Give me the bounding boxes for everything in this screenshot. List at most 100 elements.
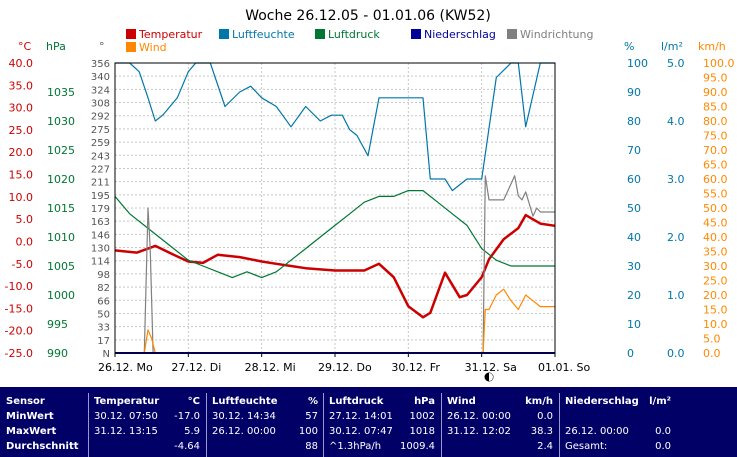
direction-tick-label: 211 (91, 178, 110, 189)
series-lines (114, 62, 556, 354)
chart-title: Woche 26.12.05 - 01.01.06 (KW52) (245, 8, 491, 24)
right-axes-ticks: 10090807060504030201005.04.03.02.01.00.0… (627, 57, 735, 360)
legend-label: Luftdruck (328, 28, 380, 41)
legend-swatch (126, 29, 136, 39)
direction-tick-label: 243 (91, 151, 110, 162)
temperature-tick-label: -15.0 (5, 302, 33, 315)
direction-tick-label: 130 (91, 244, 110, 255)
stats-cell: 1018 (409, 426, 435, 437)
stats-cell: -4.64 (174, 441, 200, 452)
stats-cell: 1002 (409, 411, 435, 422)
wind-tick-label: 65.0 (703, 159, 728, 172)
x-tick-label: 28.12. Mi (245, 361, 296, 374)
humidity-tick-label: 100 (627, 57, 648, 70)
direction-tick-label: 324 (91, 85, 110, 96)
direction-tick-label: 66 (97, 296, 110, 307)
legend-label: Wind (139, 41, 167, 54)
humidity-tick-label: 80 (627, 115, 641, 128)
temperature-tick-label: 0.0 (16, 235, 34, 248)
wind-tick-label: 0.0 (703, 347, 721, 360)
direction-tick-label: 227 (91, 164, 110, 175)
direction-tick-label: 146 (91, 230, 110, 241)
wind-tick-label: 40.0 (703, 231, 728, 244)
legend-label: Luftfeuchte (232, 28, 295, 41)
stats-header-rain: Niederschlag (565, 396, 639, 407)
humidity-tick-label: 10 (627, 318, 641, 331)
temperature-tick-label: 15.0 (9, 169, 34, 182)
temperature-tick-label: 30.0 (9, 102, 34, 115)
stats-cell: 1009.4 (400, 441, 435, 452)
moon-phase-marker-half (489, 373, 493, 381)
pressure-tick-label: 990 (47, 347, 68, 360)
direction-tick-label: 259 (91, 138, 110, 149)
pressure-tick-label: 1005 (47, 260, 75, 273)
stats-cell: 26.12. 00:00 (212, 426, 276, 437)
humidity-tick-label: 50 (627, 202, 641, 215)
wind-tick-label: 85.0 (703, 101, 728, 114)
rain-tick-label: 4.0 (667, 115, 685, 128)
direction-tick-label: 308 (91, 99, 110, 110)
x-tick-label: 01.01. So (538, 361, 590, 374)
temperature-unit: °C (18, 40, 32, 53)
stats-cell: 31.12. 12:02 (447, 426, 511, 437)
rain-tick-label: 0.0 (667, 347, 685, 360)
wind-tick-label: 5.0 (703, 333, 721, 346)
pressure-tick-label: 1020 (47, 173, 75, 186)
stats-header-wind-unit: km/h (525, 396, 553, 407)
direction-tick-label: 98 (97, 270, 110, 281)
temperature-tick-label: 5.0 (16, 213, 34, 226)
stats-header-wind: Wind (447, 396, 476, 407)
legend-label: Windrichtung (520, 28, 593, 41)
humidity-tick-label: 0 (627, 347, 634, 360)
stats-cell: -17.0 (174, 411, 200, 422)
series-line-windrichtung (143, 175, 555, 354)
pressure-tick-label: 1015 (47, 202, 75, 215)
wind-tick-label: 45.0 (703, 217, 728, 230)
stats-row-label: MaxWert (6, 426, 57, 437)
humidity-tick-label: 40 (627, 231, 641, 244)
stats-cell: ^1.3hPa/h (329, 441, 382, 452)
direction-tick-label: 195 (91, 191, 110, 202)
series-line-wind (143, 288, 555, 354)
stats-header-temperature-unit: °C (187, 396, 200, 407)
series-line-luftfeuchte (115, 62, 555, 192)
markers (484, 372, 494, 382)
stats-cell: 5.9 (184, 426, 200, 437)
x-tick-label: 30.12. Fr (391, 361, 440, 374)
stats-row-label: MinWert (6, 411, 54, 422)
rain-tick-label: 5.0 (667, 57, 685, 70)
legend-swatch (411, 29, 421, 39)
stats-cell: 0.0 (537, 411, 553, 422)
stats-cell: 2.4 (537, 441, 553, 452)
stats-cell: 88 (305, 441, 318, 452)
legend: Temperatur Luftfeuchte Luftdruck Niederschl… (126, 28, 593, 54)
temperature-tick-label: -20.0 (5, 325, 33, 338)
pressure-tick-label: 1035 (47, 86, 75, 99)
plot-frame (114, 62, 556, 354)
pressure-tick-label: 1025 (47, 144, 75, 157)
x-axis-ticks: 26.12. Mo 27.12. Di 28.12. Mi 29.12. Do 30.1… (98, 353, 590, 374)
stats-cell: 0.0 (655, 426, 671, 437)
humidity-tick-label: 90 (627, 86, 641, 99)
pressure-tick-label: 995 (47, 318, 68, 331)
legend-swatch (219, 29, 229, 39)
temperature-tick-label: -10.0 (5, 280, 33, 293)
temperature-tick-label: -5.0 (12, 258, 33, 271)
wind-tick-label: 70.0 (703, 144, 728, 157)
rain-unit: l/m² (661, 40, 683, 53)
pressure-tick-label: 1010 (47, 231, 75, 244)
direction-tick-label: 82 (97, 283, 110, 294)
wind-tick-label: 15.0 (703, 304, 728, 317)
wind-tick-label: 75.0 (703, 130, 728, 143)
direction-tick-label: 163 (91, 217, 110, 228)
stats-header-sensor: Sensor (6, 396, 45, 407)
legend-swatch (315, 29, 325, 39)
temperature-tick-label: 10.0 (9, 191, 34, 204)
direction-tick-label: 340 (91, 72, 110, 83)
pressure-tick-label: 1030 (47, 115, 75, 128)
stats-cell: 38.3 (530, 426, 553, 437)
pressure-unit: hPa (46, 40, 66, 53)
direction-tick-label: 114 (91, 257, 110, 268)
axis-units: °C hPa °% l/m² km/h (18, 40, 726, 53)
weather-chart: Woche 26.12.05 - 01.01.06 (KW52) Tempera… (5, 8, 735, 382)
